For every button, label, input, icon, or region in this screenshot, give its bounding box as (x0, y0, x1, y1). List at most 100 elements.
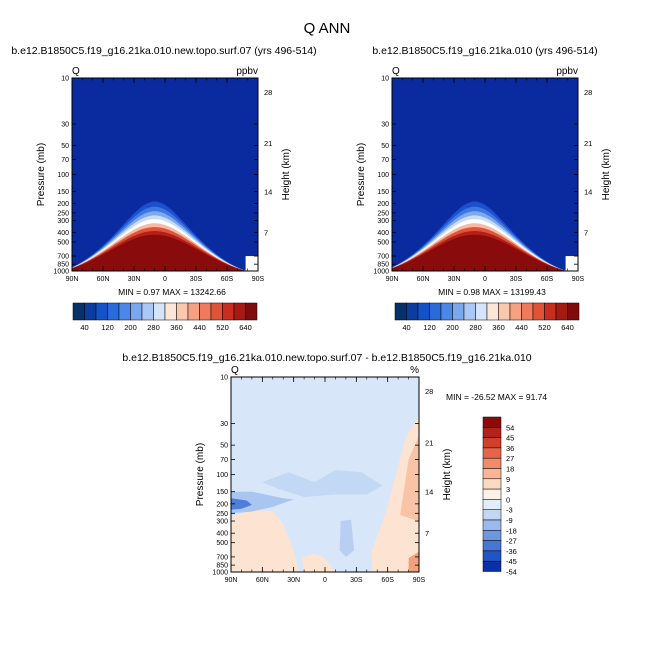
x-tick-label: 90S (572, 276, 585, 283)
colorbar-label: 27 (506, 454, 514, 463)
colorbar-box (210, 302, 223, 321)
y-tick-label: 250 (57, 210, 69, 217)
colorbar-box (509, 302, 522, 321)
y2-tick-label: 28 (584, 88, 592, 97)
x-tick-label: 90S (413, 577, 426, 584)
y2-tick-label: 28 (264, 88, 272, 97)
y2-tick-label: 28 (425, 387, 433, 396)
colorbar-box (440, 302, 453, 321)
colorbar-label: 640 (561, 323, 574, 332)
y-tick-label: 150 (216, 489, 228, 496)
colorbar-box (482, 437, 502, 449)
colorbar-box (95, 302, 108, 321)
negative-region-tropics (339, 519, 355, 557)
colorbar-box (482, 540, 502, 552)
y-tick-label: 200 (216, 501, 228, 508)
x-tick-label: 30S (190, 276, 203, 283)
left-string: Q (392, 66, 400, 77)
y-tick-label: 250 (377, 210, 389, 217)
negative-region-upper (262, 470, 383, 497)
colorbar-box (482, 447, 502, 459)
colorbar-label: 0 (506, 495, 510, 504)
colorbar-label: 40 (402, 323, 410, 332)
colorbar-label: -54 (506, 568, 517, 577)
colorbar-box (417, 302, 430, 321)
y-tick-label: 500 (57, 239, 69, 246)
colorbar-label: 280 (469, 323, 482, 332)
colorbar-label: 45 (506, 434, 514, 443)
colorbar-box (199, 302, 212, 321)
y-tick-label: 200 (377, 201, 389, 208)
contour-field-2 (392, 78, 578, 271)
y-tick-label: 700 (57, 254, 69, 261)
y-tick-label: 400 (377, 230, 389, 237)
colorbar-box (429, 302, 442, 321)
y2-tick-label: 7 (584, 229, 588, 238)
colorbar-box (130, 302, 143, 321)
y-tick-label: 1000 (373, 269, 389, 276)
colorbar-label: 280 (147, 323, 160, 332)
colorbar-box (486, 302, 499, 321)
y2-tick-label: 7 (425, 529, 429, 538)
y2-tick-label: 21 (584, 139, 592, 148)
colorbar-label: -36 (506, 547, 517, 556)
y-tick-label: 500 (216, 540, 228, 547)
y-tick-label: 700 (216, 554, 228, 561)
y-tick-label: 30 (61, 122, 69, 129)
negative-region-jet (231, 491, 294, 514)
x-tick-label: 60S (221, 276, 234, 283)
y-tick-label: 850 (57, 262, 69, 269)
x-tick-label: 60N (256, 577, 269, 584)
x-tick-label: 60N (97, 276, 110, 283)
y-axis-title: Pressure (mb) (356, 143, 367, 206)
colorbar-box (482, 468, 502, 480)
y2-tick-label: 7 (264, 229, 268, 238)
x-tick-label: 30N (448, 276, 461, 283)
contour-field-1 (72, 78, 258, 271)
colorbar-box (72, 302, 85, 321)
x-tick-label: 90N (225, 577, 238, 584)
x-tick-label: 90N (386, 276, 399, 283)
y-tick-label: 30 (381, 122, 389, 129)
positive-region-sh (372, 415, 419, 572)
y2-tick-label: 21 (425, 439, 433, 448)
colorbar-box (107, 302, 120, 321)
x-tick-label: 30N (128, 276, 141, 283)
colorbar-label: 120 (101, 323, 114, 332)
y-tick-label: 100 (377, 172, 389, 179)
y-tick-label: 150 (377, 189, 389, 196)
colorbar-box (482, 457, 502, 469)
colorbar-label: 40 (80, 323, 88, 332)
contour-field-3 (231, 377, 419, 572)
y-tick-label: 400 (216, 531, 228, 538)
colorbar-box (532, 302, 545, 321)
y2-tick-label: 14 (584, 187, 592, 196)
y-tick-label: 10 (61, 76, 69, 83)
colorbar-box (498, 302, 511, 321)
missing-region (565, 256, 578, 271)
y-tick-label: 400 (57, 230, 69, 237)
colorbar-label: 520 (538, 323, 551, 332)
x-tick-label: 0 (323, 577, 327, 584)
colorbar-label: 200 (446, 323, 459, 332)
positive-region-tropics (302, 553, 336, 572)
colorbar-box (153, 302, 166, 321)
x-tick-label: 30S (510, 276, 523, 283)
colorbar-box (475, 302, 488, 321)
colorbar-box (482, 499, 502, 510)
positive-region-sh-core (400, 435, 419, 521)
x-tick-label: 0 (483, 276, 487, 283)
colorbar-box (544, 302, 557, 321)
y2-axis-title: Height (km) (442, 449, 453, 501)
y-tick-label: 50 (220, 443, 228, 450)
y-tick-label: 70 (381, 157, 389, 164)
colorbar-box (141, 302, 154, 321)
x-tick-label: 30N (287, 577, 300, 584)
right-string: ppbv (236, 66, 258, 77)
colorbar-label: -18 (506, 526, 517, 535)
colorbar-box (222, 302, 235, 321)
x-tick-label: 0 (163, 276, 167, 283)
colorbar-label: 440 (193, 323, 206, 332)
colorbar-box (482, 427, 502, 438)
